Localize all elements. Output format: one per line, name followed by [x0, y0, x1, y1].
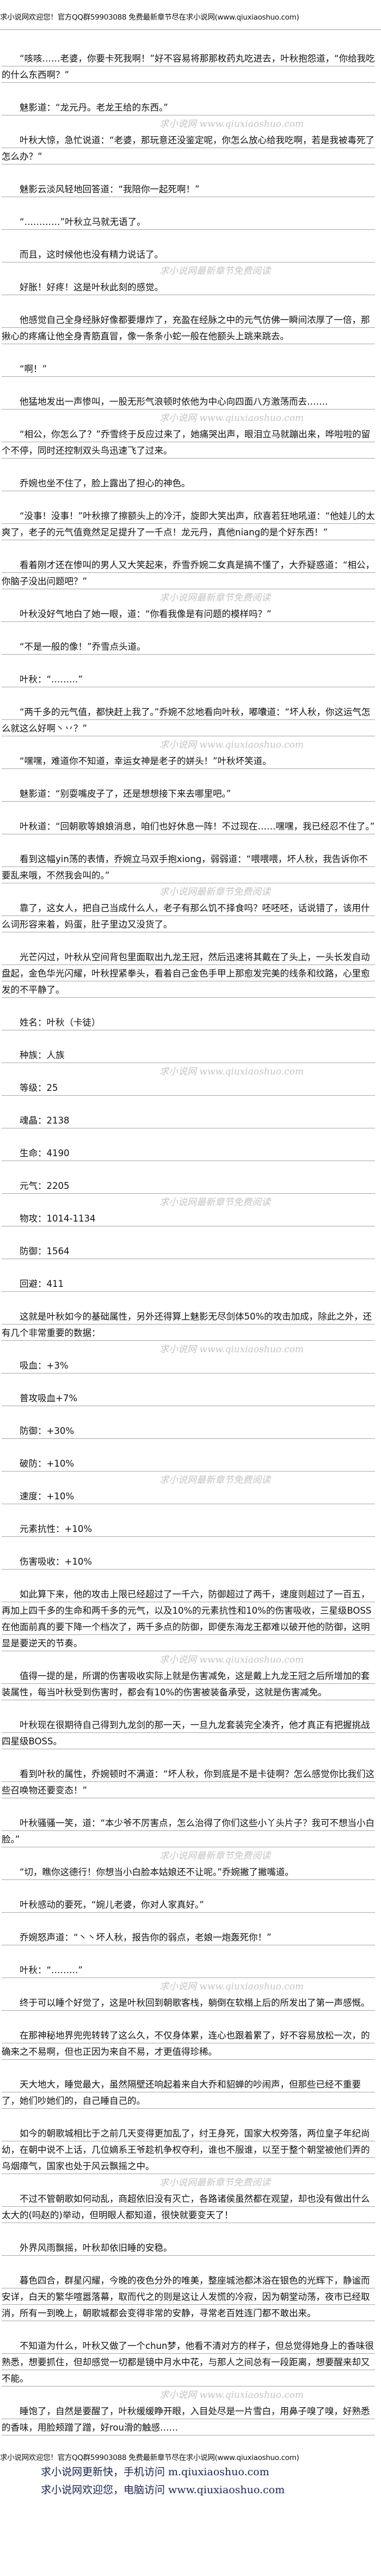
paragraph: 天大地大，睡觉最大，虽然隔壁还响起着来自大乔和貂蝉的吵闹声，但那些已经不重要了，… — [2, 2077, 375, 2109]
paragraph: 乔婉怒声道：“丶丶坏人秋，报告你的弱点，老娘一炮轰死你！” — [2, 1930, 375, 1946]
paragraph: 睡饱了，自然是要醒了，叶秋缓缓睁开眼，入目处尽是一片雪白，用鼻子嗅了嗅，好熟悉的… — [2, 2403, 375, 2436]
paragraph: 种族：人族 — [2, 1047, 375, 1064]
paragraph: “没事！没事！”叶秋擦了擦额头上的冷汗，旋即大笑出声，欣喜若狂地吼道：“他娃儿的… — [2, 508, 375, 541]
paragraph: 不过不管朝歌如何动乱，商超依旧没有灭亡，各路诸侯虽然都在观望，却也没有做出什么太… — [2, 2191, 375, 2224]
header-divider — [0, 29, 381, 30]
site-banner-top: 求小说网欢迎您！官方QQ群59903088 免费最新章节尽在求小说网(www.q… — [0, 13, 299, 22]
paragraph: 看到叶秋的属性，乔婉顿时不满道：“坏人秋，你到底是不是卡徒啊？怎么感觉你比我们这… — [2, 1766, 375, 1799]
paragraph: 魅影道：“龙元丹。老龙王给的东西。” — [2, 100, 375, 116]
paragraph: 叶秋：“………” — [2, 672, 375, 688]
paragraph: 光芒闪过，叶秋从空间背包里面取出九龙王冠，然后迅速将其戴在了头上，一头长发自动盘… — [2, 949, 375, 998]
paragraph: “不是一般的像！”乔雪点头道。 — [2, 639, 375, 655]
watermark: 求小说网最新章节免费阅读 — [159, 1475, 271, 1486]
site-banner-bottom: 求小说网欢迎您！官方QQ群59903088 免费最新章节尽在求小说网(www.q… — [0, 2453, 299, 2462]
paragraph: “嘿嘿，难道你不知道，幸运女神是老子的姘头！”叶秋坏笑道。 — [2, 753, 375, 770]
paragraph: 他感觉自己全身经脉好像都要爆炸了，充盈在经脉之中的元气仿佛一瞬间浓厚了一倍，那揪… — [2, 312, 375, 345]
paragraph: 叶秋骚骚一笑，道：“本少爷不厉害点，怎么治得了你们这些小丫头片子？我可不想当小白… — [2, 1815, 375, 1848]
watermark: 求小说网 www.qiuxiaoshuo.com — [159, 1981, 304, 1992]
paragraph: 叶秋现在很期待自己得到九龙剑的那一天，一旦九龙套装完全凑齐，他才真正有把握挑战四… — [2, 1717, 375, 1750]
paragraph: 防御：1564 — [2, 1243, 375, 1260]
watermark: 求小说网最新章节免费阅读 — [159, 887, 271, 898]
paragraph: 叶秋：“………” — [2, 1962, 375, 1979]
paragraph: 破防：+10% — [2, 1456, 375, 1472]
paragraph: 防御：+30% — [2, 1423, 375, 1439]
paragraph: 普攻吸血+7% — [2, 1390, 375, 1407]
desktop-site-link[interactable]: 求小说网欢迎您，电脑访问 www.qiuxiaoshuo.com — [41, 2484, 285, 2496]
paragraph: 姓名：叶秋（卡徒） — [2, 1015, 375, 1031]
paragraph: 如今的朝歌城相比于之前几天变得更加乱了，纣王身死，国家大权旁落，两位皇子年纪尚幼… — [2, 2126, 375, 2175]
chapter-text: “咳咳……老婆，你要卡死我啊！”好不容易将那那枚药丸吃进去，叶秋抱怨道，“你给我… — [2, 51, 375, 2436]
paragraph: 叶秋没好气地白了她一眼，道：“你看我像是有问题的模样吗？” — [2, 606, 375, 622]
paragraph: 回避：411 — [2, 1276, 375, 1292]
paragraph: 叶秋感动的要死，“婉儿老婆，你对人家真好。” — [2, 1897, 375, 1913]
paragraph: 好胀！好疼！这是叶秋此刻的感觉。 — [2, 279, 375, 296]
paragraph: 速度：+10% — [2, 1488, 375, 1505]
paragraph: “切，瞧你这德行！你想当小白脸本姑娘还不让呢。”乔婉撇了撇嘴道。 — [2, 1864, 375, 1881]
paragraph: “相公，你怎么了？”乔雪终于反应过来了，她痛哭出声，眼泪立马就蹦出来，哗啦啦的留… — [2, 426, 375, 459]
paragraph: 暮色四合，群星闪耀，今晚的夜色分外的唯美，整座城池都沐浴在银色的光辉下，静谧而安… — [2, 2273, 375, 2322]
paragraph: 如此算下来，他的攻击上限已经超过了一千六，防御超过了两千，速度则超过了一百五，再… — [2, 1586, 375, 1652]
watermark: 求小说网 www.qiuxiaoshuo.com — [159, 413, 304, 424]
paragraph: 靠了，这女人，把自己当成什么人，老子有那么饥不择食吗？呸呸呸，话说错了，该用什么… — [2, 900, 375, 933]
watermark: 求小说网 www.qiuxiaoshuo.com — [159, 1655, 304, 1665]
watermark: 求小说网最新章节免费阅读 — [159, 593, 271, 603]
paragraph: 在那神秘地界兜兜转转了这么久，不仅身体累，连心也跟着累了，好不容易放松一次，的确… — [2, 2028, 375, 2060]
paragraph: 看到这幅yin荡的表情，乔婉立马双手抱xiong，弱弱道：“喂喂喂，坏人秋，我告… — [2, 851, 375, 884]
watermark: 求小说网 www.qiuxiaoshuo.com — [159, 1344, 304, 1355]
paragraph: “两千多的元气值，都快赶上我了。”乔婉不忿地看向叶秋，嘟囔道：“坏人秋，你这运气… — [2, 704, 375, 737]
paragraph: 乔婉也坐不住了，脸上露出了担心的神色。 — [2, 475, 375, 492]
watermark: 求小说网 www.qiuxiaoshuo.com — [159, 1066, 304, 1077]
paragraph: “咳咳……老婆，你要卡死我啊！”好不容易将那那枚药丸吃进去，叶秋抱怨道，“你给我… — [2, 51, 375, 83]
watermark: 求小说网最新章节免费阅读 — [159, 1851, 271, 1861]
watermark: 求小说网 www.qiuxiaoshuo.com — [159, 740, 304, 750]
paragraph: 等级：25 — [2, 1080, 375, 1096]
paragraph: 吸血：+3% — [2, 1358, 375, 1374]
watermark: 求小说网最新章节免费阅读 — [159, 266, 271, 277]
watermark: 求小说网 www.qiuxiaoshuo.com — [159, 119, 304, 130]
paragraph: 叶秋大惊，急忙说道：“老婆，那玩意还没鉴定呢，你怎么放心给我吃啊，若是我被毒死了… — [2, 132, 375, 165]
watermark: 求小说网最新章节免费阅读 — [159, 2177, 271, 2188]
paragraph: 看着刚才还在惨叫的男人又大笑起来，乔雪乔婉二女真是搞不懂了，大乔疑惑道：“相公，… — [2, 557, 375, 590]
paragraph: 元气：2205 — [2, 1178, 375, 1194]
paragraph: “啊！” — [2, 361, 375, 377]
watermark: 求小说网最新章节免费阅读 — [159, 1197, 271, 1208]
paragraph: 这就是叶秋如今的基础属性，另外还得算上魅影无尽剑体50%的攻击加成，除此之外，还… — [2, 1309, 375, 1341]
paragraph: 外界风雨飘摇，叶秋却依旧睡的安稳。 — [2, 2240, 375, 2256]
paragraph: 生命：4190 — [2, 1145, 375, 1162]
paragraph: 魂晶：2138 — [2, 1113, 375, 1129]
paragraph: 物攻：1014-1134 — [2, 1211, 375, 1227]
paragraph: 叶秋道：“回朝歌等娘娘消息，咱们也好休息一阵！不过现在……嘿嘿，我已经忍不住了。… — [2, 819, 375, 835]
paragraph: 魅影云淡风轻地回答道：“我陪你一起死啊！” — [2, 181, 375, 198]
paragraph: 伤害吸收：+10% — [2, 1554, 375, 1570]
paragraph: 元素抗性：+10% — [2, 1521, 375, 1537]
watermark: 求小说网 www.qiuxiaoshuo.com — [159, 2390, 304, 2401]
paragraph: 魅影道：“别耍嘴皮子了，还是想想接下来去哪里吧。” — [2, 786, 375, 802]
paragraph: 不知道为什么，叶秋又做了一个chun梦，他看不清对方的样子，但总觉得她身上的香味… — [2, 2338, 375, 2387]
paragraph: “…………”叶秋立马就无语了。 — [2, 214, 375, 230]
paragraph: 值得一提的是，所谓的伤害吸收实际上就是伤害减免，这是戴上九龙王冠之后所增加的套装… — [2, 1668, 375, 1701]
mobile-site-link[interactable]: 求小说网更新快，手机访问 m.qiuxiaoshuo.com — [41, 2466, 269, 2478]
paragraph: 终于可以睡个好觉了，这是叶秋回到朝歌客栈，躺倒在软榻上后的所发出了第一声感慨。 — [2, 1995, 375, 2011]
paragraph: 他猛地发出一声惨叫，一股无形气浪顿时依他为中心向四面八方激荡而去……. — [2, 394, 375, 410]
paragraph: 而且，这时候他也没有精力说话了。 — [2, 247, 375, 263]
page-footer: 求小说网欢迎您！官方QQ群59903088 免费最新章节尽在求小说网(www.q… — [0, 2452, 381, 2505]
